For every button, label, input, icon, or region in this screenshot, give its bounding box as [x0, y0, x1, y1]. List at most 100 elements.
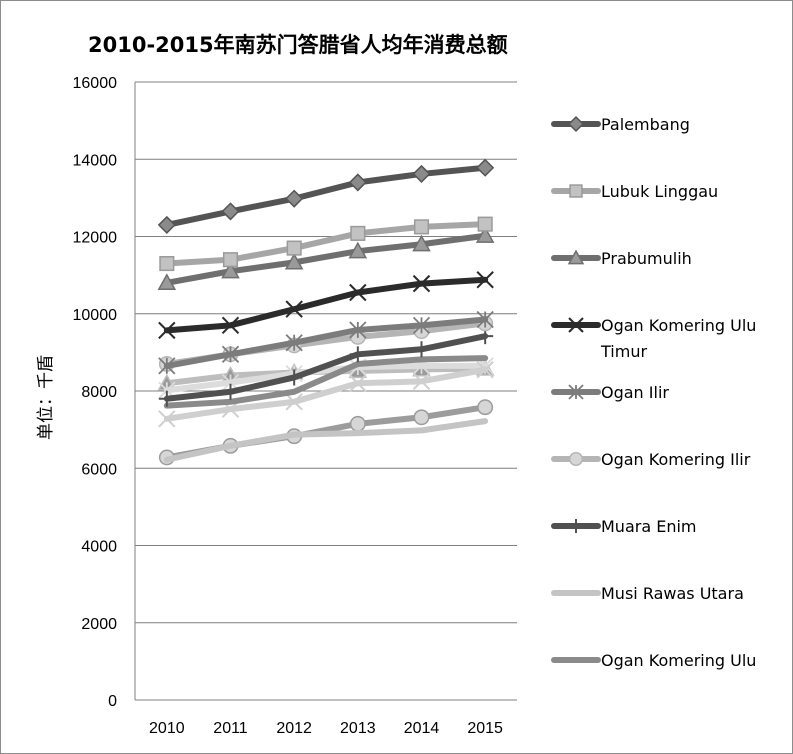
- x-tick-label: 2012: [276, 720, 312, 737]
- series-line: [163, 366, 489, 422]
- data-point: [568, 451, 584, 467]
- series-ogan-ilir: [158, 310, 494, 375]
- legend-label: Ogan Ilir: [601, 383, 669, 402]
- data-point: [350, 225, 366, 241]
- y-axis-label: 单位：千盾: [36, 355, 56, 440]
- x-tick-label: 2010: [149, 720, 185, 737]
- legend-label: Ogan Komering Ilir: [601, 450, 751, 469]
- y-tick-label: 16000: [73, 75, 118, 92]
- data-point: [158, 357, 176, 375]
- legend-item: Muara Enim: [551, 517, 697, 536]
- y-tick-label: 4000: [81, 539, 117, 556]
- legend-label: Ogan Komering Ulu: [601, 316, 756, 335]
- data-point: [413, 219, 430, 235]
- legend-label: Prabumulih: [601, 249, 692, 268]
- data-point: [157, 215, 176, 234]
- x-tick-label: 2015: [467, 720, 503, 737]
- data-point: [284, 252, 304, 270]
- data-point: [157, 273, 177, 290]
- legend-label: Timur: [600, 342, 647, 361]
- data-point: [158, 390, 175, 407]
- legend-item: Ogan Ilir: [551, 383, 669, 402]
- legend-item: Ogan Komering Ulu: [551, 651, 756, 670]
- data-point: [286, 369, 303, 386]
- data-point: [221, 345, 240, 363]
- data-point: [285, 393, 303, 411]
- data-point: [412, 164, 431, 183]
- data-point: [477, 216, 493, 232]
- data-point: [349, 415, 366, 432]
- data-point: [221, 316, 240, 335]
- series-ogan-komering-ulu-timur: [158, 271, 494, 340]
- data-point: [569, 519, 583, 533]
- data-point: [476, 158, 495, 177]
- legend-label: Ogan Komering Ulu: [601, 651, 756, 670]
- data-point: [158, 410, 176, 428]
- series-prabumulih: [157, 226, 495, 290]
- data-point: [349, 321, 367, 339]
- series-muara-enim: [158, 328, 494, 407]
- gridlines: [135, 81, 517, 624]
- series-line: [163, 355, 489, 409]
- x-tick-label: 2014: [404, 720, 440, 737]
- legend-label: Muara Enim: [601, 517, 697, 536]
- series-line: [163, 221, 489, 267]
- data-point: [348, 241, 368, 259]
- data-point: [348, 173, 367, 192]
- legend: Palembang Lubuk Linggau Prabumulih Ogan Kom…: [551, 115, 756, 670]
- data-point: [476, 310, 494, 329]
- data-point: [412, 234, 431, 252]
- series-line: [163, 276, 489, 334]
- data-point: [158, 321, 176, 340]
- series-line: [163, 232, 489, 286]
- series-lines: [157, 158, 495, 466]
- data-point: [412, 316, 431, 334]
- series-line: [163, 164, 489, 228]
- x-tick-label: 2011: [213, 720, 248, 737]
- data-point: [285, 189, 304, 208]
- chart-title: 2010-2015年南苏门答腊省人均年消费总额: [88, 33, 508, 57]
- data-point: [412, 274, 431, 293]
- data-point: [221, 202, 240, 221]
- data-point: [476, 271, 494, 289]
- data-point: [413, 409, 430, 426]
- data-point: [285, 300, 303, 318]
- data-point: [222, 252, 239, 268]
- y-tick-label: 14000: [73, 152, 118, 169]
- legend-label: Palembang: [601, 115, 690, 134]
- data-point: [475, 226, 495, 243]
- data-point: [568, 317, 584, 333]
- legend-item: Prabumulih: [551, 249, 692, 268]
- data-point: [476, 361, 494, 379]
- series-line: [163, 333, 489, 402]
- x-tick-label: 2013: [340, 720, 376, 737]
- data-point: [349, 283, 367, 302]
- y-tick-label: 2000: [81, 616, 117, 633]
- data-point: [413, 341, 430, 358]
- data-point: [222, 383, 239, 400]
- data-point: [477, 399, 494, 416]
- legend-item: Palembang: [551, 115, 690, 134]
- legend-item: Ogan Komering Ulu Timur: [551, 316, 756, 361]
- series-ogan-komering-ulu: [163, 355, 489, 409]
- data-point: [285, 334, 303, 352]
- y-tick-label: 12000: [73, 230, 118, 247]
- series-line: [163, 316, 489, 369]
- data-point: [221, 261, 240, 279]
- series-palembang: [157, 158, 495, 234]
- y-tick-label: 0: [108, 693, 117, 710]
- data-point: [286, 240, 302, 256]
- legend-item: Ogan Komering Ilir: [551, 450, 751, 469]
- legend-label: Musi Rawas Utara: [601, 584, 744, 603]
- y-tick-label: 8000: [81, 384, 117, 401]
- legend-label: Lubuk Linggau: [601, 182, 718, 201]
- data-point: [159, 255, 175, 272]
- y-tick-label: 6000: [81, 461, 117, 478]
- series-line: [163, 362, 489, 394]
- series-musi-rawas-utara: [163, 418, 489, 463]
- legend-item: Lubuk Linggau: [551, 182, 718, 201]
- data-point: [568, 384, 584, 400]
- series-lubuk-linggau: [159, 216, 493, 272]
- data-point: [412, 372, 431, 391]
